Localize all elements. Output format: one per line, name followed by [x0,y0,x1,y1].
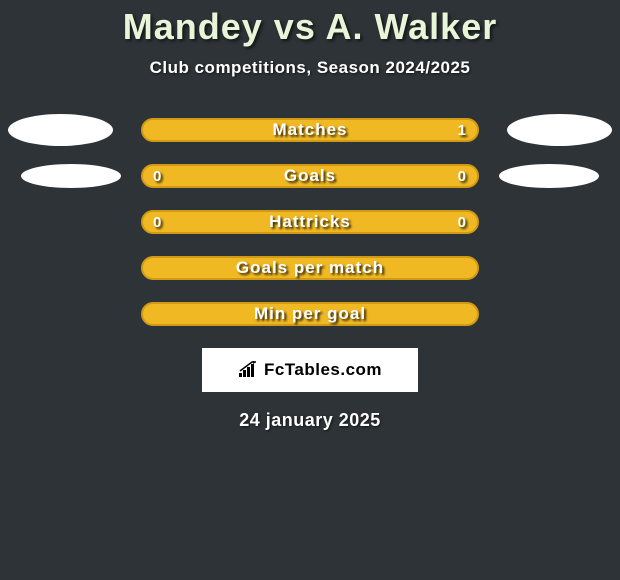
page-title: Mandey vs A. Walker [0,0,620,48]
stat-bar: 0 Goals 0 [141,164,479,188]
stat-label: Min per goal [183,304,437,324]
stat-right-value: 0 [437,168,467,185]
stat-label: Goals per match [183,258,437,278]
stat-row-matches: Matches 1 [141,118,479,142]
stat-label: Matches [183,120,437,140]
decor-ellipse-left [8,114,113,146]
date: 24 january 2025 [0,410,620,431]
stat-right-value: 0 [437,214,467,231]
stat-bar: Matches 1 [141,118,479,142]
stats-list: Matches 1 0 Goals 0 0 Hattricks 0 [0,118,620,326]
logo: FcTables.com [202,348,418,392]
decor-ellipse-right [499,164,599,188]
stat-bar: Goals per match [141,256,479,280]
logo-text: FcTables.com [264,360,382,380]
bar-chart-icon [238,361,260,379]
stat-bar: 0 Hattricks 0 [141,210,479,234]
stat-left-value: 0 [153,168,183,185]
decor-ellipse-right [507,114,612,146]
stat-row-goals-per-match: Goals per match [141,256,479,280]
stat-label: Goals [183,166,437,186]
stat-row-min-per-goal: Min per goal [141,302,479,326]
stat-left-value: 0 [153,214,183,231]
subtitle: Club competitions, Season 2024/2025 [0,58,620,78]
stat-row-goals: 0 Goals 0 [141,164,479,188]
stat-bar: Min per goal [141,302,479,326]
decor-ellipse-left [21,164,121,188]
comparison-card: Mandey vs A. Walker Club competitions, S… [0,0,620,580]
stat-label: Hattricks [183,212,437,232]
stat-row-hattricks: 0 Hattricks 0 [141,210,479,234]
stat-right-value: 1 [437,122,467,139]
